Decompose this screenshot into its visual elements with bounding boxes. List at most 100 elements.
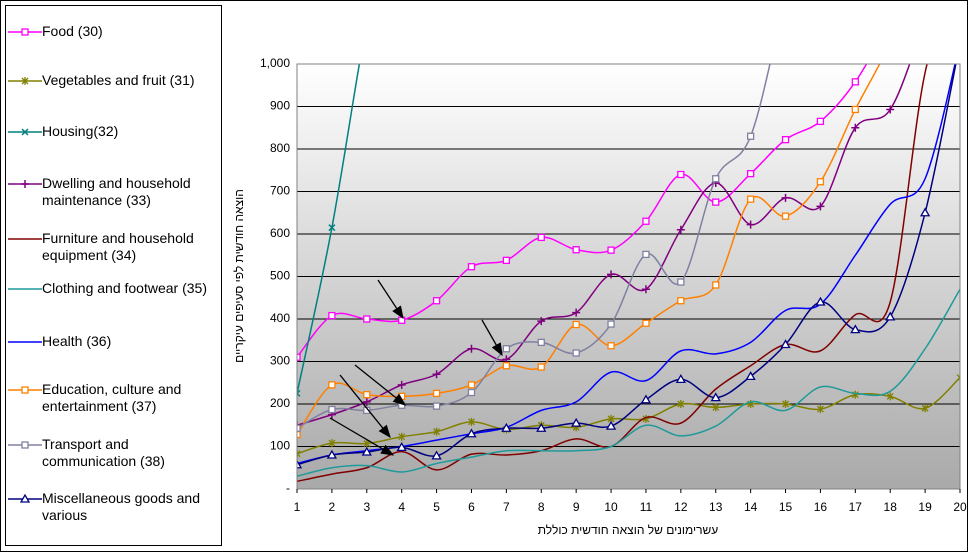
legend-swatch [8,28,42,36]
marker [398,316,406,324]
legend-label: Furniture and household equipment (34) [42,230,194,263]
legend-label: Housing(32) [42,123,119,139]
y-tick-label: 300 [270,354,290,368]
marker [816,202,825,211]
arrow [329,417,395,456]
marker [364,19,370,25]
marker [501,422,512,432]
marker [432,389,441,398]
marker [676,225,685,234]
marker [21,441,29,449]
y-tick-label: 100 [270,439,290,453]
marker [956,373,960,382]
x-tick-label: 19 [918,500,932,514]
series-line [297,377,960,455]
legend-label: Health (36) [42,333,112,349]
legend: Food (30) Vegetables and fruit (31) Housin… [5,5,222,546]
legend-label: Education, culture and entertainment (37… [42,381,182,414]
marker [537,338,545,347]
marker [328,224,336,232]
y-tick-label: 600 [270,226,290,240]
marker [19,493,31,503]
x-tick-label: 2 [329,500,336,514]
marker [361,446,372,456]
marker [467,381,476,389]
legend-swatch [8,288,42,290]
marker [781,135,790,144]
legend-swatch [8,77,42,85]
legend-label: Food (30) [42,23,103,39]
marker [571,417,582,427]
marker [297,353,301,361]
legend-swatch [8,341,42,343]
legend-label: Dwelling and household maintenance (33) [42,175,191,208]
x-tick-label: 9 [573,500,580,514]
legend-swatch [8,238,42,240]
marker [712,175,720,183]
marker [537,233,545,242]
marker [781,193,790,202]
marker [642,217,650,225]
marker [887,40,893,46]
legend-label: Clothing and footwear (35) [42,280,207,296]
marker [328,439,336,448]
marker [886,392,894,401]
marker [816,405,824,414]
x-tick-label: 14 [744,500,758,514]
marker [537,317,546,326]
marker [362,397,371,406]
marker [607,246,615,254]
marker [710,392,721,402]
y-tick-label: 400 [270,311,290,325]
x-tick-label: 1 [294,500,301,514]
x-tick-label: 3 [363,500,370,514]
marker [642,250,650,259]
x-tick-label: 10 [604,500,618,514]
marker [502,355,511,364]
marker [956,39,964,46]
arrow [354,364,407,406]
marker [605,420,617,430]
marker [431,450,442,460]
x-tick-label: 17 [849,500,863,514]
marker [815,296,826,306]
marker [782,400,789,408]
marker [297,430,301,439]
legend-label: Transport and communication (38) [42,436,165,469]
marker [607,320,615,328]
plot-frame [296,63,961,490]
arrow [481,319,503,357]
x-tick-label: 8 [538,500,545,514]
marker [746,220,755,229]
x-tick-label: 15 [779,500,793,514]
marker [21,386,29,394]
marker [677,170,685,179]
x-tick-label: 11 [640,500,653,514]
marker [885,311,896,321]
legend-label: Vegetables and fruit (31) [42,72,195,88]
marker [607,270,616,279]
marker [851,78,859,86]
x-tick-label: 4 [398,500,405,514]
legend-swatch [8,493,42,503]
marker [328,405,336,414]
marker [712,198,720,206]
marker [396,442,407,451]
y-tick-label: 900 [270,99,290,113]
marker [326,449,338,459]
marker [851,105,859,114]
x-tick-label: 13 [709,500,723,514]
marker [642,319,650,327]
y-axis-title: הוצאה חודשית לפי סעיפים עיקריים [232,189,246,363]
marker [746,132,755,140]
x-tick-label: 18 [884,500,898,514]
marker [432,402,441,410]
y-tick-label: 700 [270,184,290,198]
marker [297,459,303,469]
marker [886,105,895,114]
marker [816,117,825,126]
marker [745,371,756,381]
series-line [297,64,956,465]
marker [607,342,615,350]
